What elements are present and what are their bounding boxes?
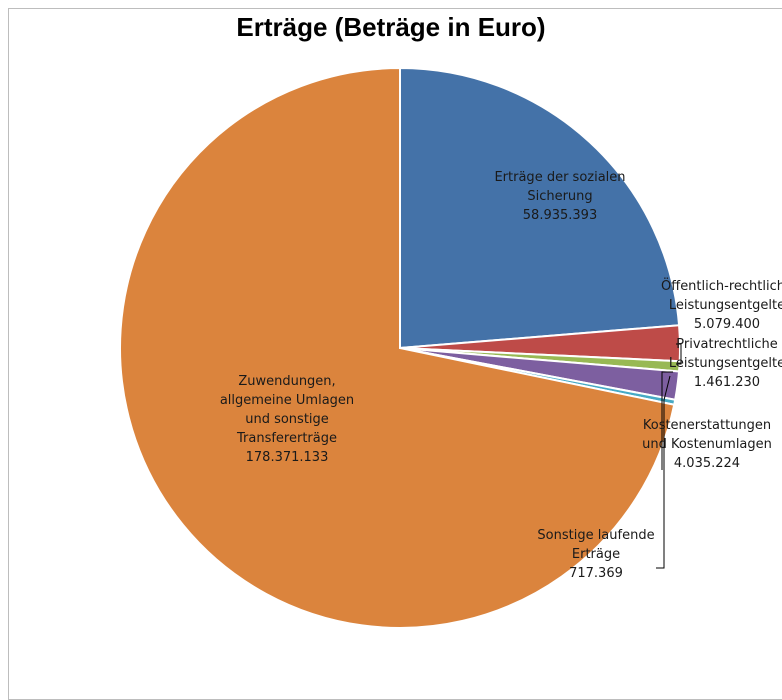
data-label-0: Erträge der sozialen Sicherung 58.935.393 [494, 170, 625, 223]
data-label-1: Öffentlich-rechtliche Leistungsentgelte 5.… [661, 277, 782, 332]
data-label-3: Kostenerstattungen und Kostenumlagen 4.035… [642, 418, 772, 471]
pie-slice-5 [119, 66, 676, 629]
pie-slice-0 [399, 66, 681, 350]
leader-line-3 [661, 371, 673, 470]
data-label-4: Sonstige laufende Erträge 717.369 [537, 528, 654, 581]
data-label-5: Zuwendungen, allgemeine Umlagen und sonsti… [220, 374, 354, 465]
data-label-2: Privatrechtliche Leistungsentgelte 1.461.2… [669, 337, 782, 390]
pie-chart: Erträge der sozialen Sicherung 58.935.393 Ö… [119, 66, 782, 629]
leader-line-4 [656, 375, 671, 569]
leader-line-2 [676, 343, 682, 365]
chart-title: Erträge (Beträge in Euro) [236, 12, 546, 42]
